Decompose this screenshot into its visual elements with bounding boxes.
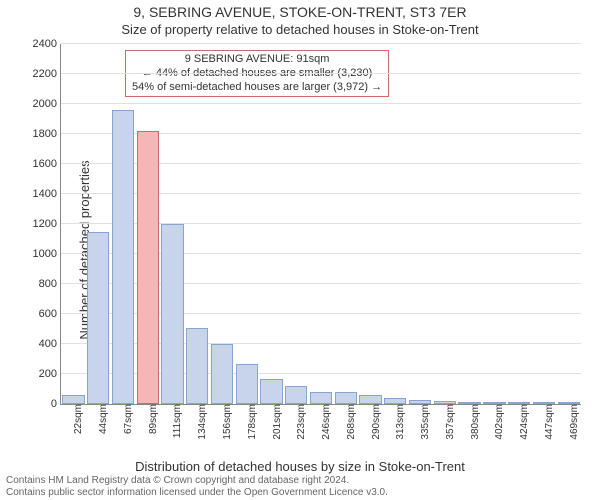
y-tick-label: 2400: [33, 38, 61, 50]
bar: [87, 232, 109, 405]
x-tick-label: 402sqm: [490, 404, 505, 440]
bar: [161, 224, 183, 404]
y-tick-label: 1400: [33, 188, 61, 200]
plot-area: 9 SEBRING AVENUE: 91sqm ← 44% of detache…: [60, 44, 581, 405]
x-tick-label: 335sqm: [416, 404, 431, 440]
footer-attribution: Contains HM Land Registry data © Crown c…: [6, 475, 388, 498]
chart-container: 9, SEBRING AVENUE, STOKE-ON-TRENT, ST3 7…: [0, 0, 600, 500]
bar-highlight: [137, 131, 159, 404]
y-tick-label: 600: [39, 308, 61, 320]
x-tick-label: 424sqm: [515, 404, 530, 440]
x-tick-label: 156sqm: [218, 404, 233, 440]
bar-slot: 469sqm: [556, 44, 581, 404]
bars-group: 22sqm44sqm67sqm89sqm111sqm134sqm156sqm17…: [61, 44, 581, 404]
y-tick-label: 1000: [33, 248, 61, 260]
x-tick-label: 246sqm: [317, 404, 332, 440]
bar-slot: 201sqm: [259, 44, 284, 404]
y-tick-label: 400: [39, 338, 61, 350]
x-tick-label: 313sqm: [391, 404, 406, 440]
x-tick-label: 178sqm: [243, 404, 258, 440]
x-tick-label: 67sqm: [119, 404, 134, 434]
bar-slot: 22sqm: [61, 44, 86, 404]
bar: [62, 395, 84, 404]
bar-slot: 223sqm: [284, 44, 309, 404]
chart-title-line2: Size of property relative to detached ho…: [0, 22, 600, 37]
bar: [335, 392, 357, 404]
bar-slot: 402sqm: [482, 44, 507, 404]
x-tick-label: 89sqm: [144, 404, 159, 434]
bar: [359, 395, 381, 404]
bar-slot: 246sqm: [309, 44, 334, 404]
bar-slot: 424sqm: [507, 44, 532, 404]
bar: [260, 379, 282, 405]
bar-slot: 313sqm: [383, 44, 408, 404]
y-tick-label: 2200: [33, 68, 61, 80]
bar-slot: 268sqm: [333, 44, 358, 404]
bar-slot: 380sqm: [457, 44, 482, 404]
y-tick-label: 1600: [33, 158, 61, 170]
x-tick-label: 268sqm: [342, 404, 357, 440]
x-tick-label: 134sqm: [193, 404, 208, 440]
bar-slot: 447sqm: [532, 44, 557, 404]
bar: [310, 392, 332, 404]
chart-title-line1: 9, SEBRING AVENUE, STOKE-ON-TRENT, ST3 7…: [0, 4, 600, 20]
bar-slot: 178sqm: [234, 44, 259, 404]
footer-line1: Contains HM Land Registry data © Crown c…: [6, 475, 388, 487]
y-tick-label: 1200: [33, 218, 61, 230]
bar: [186, 328, 208, 405]
bar-slot: 67sqm: [111, 44, 136, 404]
x-axis-label: Distribution of detached houses by size …: [0, 459, 600, 474]
bar: [112, 110, 134, 404]
y-tick-label: 0: [51, 398, 61, 410]
y-tick-label: 1800: [33, 128, 61, 140]
y-tick-label: 2000: [33, 98, 61, 110]
x-tick-label: 447sqm: [540, 404, 555, 440]
x-tick-label: 380sqm: [466, 404, 481, 440]
bar-slot: 134sqm: [185, 44, 210, 404]
bar: [236, 364, 258, 405]
bar-slot: 290sqm: [358, 44, 383, 404]
bar-slot: 89sqm: [135, 44, 160, 404]
bar-slot: 44sqm: [86, 44, 111, 404]
x-tick-label: 357sqm: [441, 404, 456, 440]
footer-line2: Contains public sector information licen…: [6, 487, 388, 499]
x-tick-label: 22sqm: [69, 404, 84, 434]
bar-slot: 335sqm: [408, 44, 433, 404]
x-tick-label: 469sqm: [565, 404, 580, 440]
x-tick-label: 111sqm: [168, 404, 183, 438]
x-tick-label: 44sqm: [94, 404, 109, 434]
bar: [285, 386, 307, 404]
y-tick-label: 200: [39, 368, 61, 380]
x-tick-label: 290sqm: [367, 404, 382, 440]
x-tick-label: 201sqm: [268, 404, 283, 440]
bar-slot: 357sqm: [432, 44, 457, 404]
y-tick-label: 800: [39, 278, 61, 290]
bar-slot: 156sqm: [210, 44, 235, 404]
bar-slot: 111sqm: [160, 44, 185, 404]
x-tick-label: 223sqm: [292, 404, 307, 440]
bar: [211, 344, 233, 404]
